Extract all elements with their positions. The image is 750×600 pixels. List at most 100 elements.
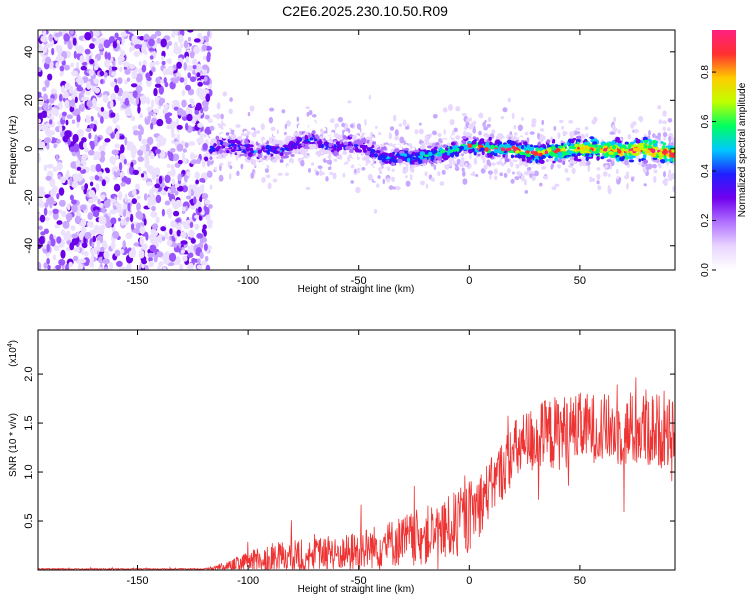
colorbar-tick-label: 0.4 — [700, 164, 711, 178]
spectrogram-track-cell — [544, 150, 549, 155]
spectrogram-noise-cell — [169, 185, 177, 194]
spectrogram-track-cell — [499, 144, 504, 147]
spectrogram-track-cell — [236, 150, 241, 156]
spectrogram-faint-cell — [653, 175, 657, 183]
spectrogram-noise-cell — [143, 193, 148, 201]
spectrogram-track-cell — [489, 144, 495, 150]
spectrogram-noise-cell — [100, 150, 106, 157]
spectrogram-faint-cell — [568, 120, 574, 124]
spectrogram-noise-cell — [100, 194, 106, 200]
spectrogram-noise-cell — [43, 164, 48, 172]
spectrogram-noise-cell — [81, 137, 87, 143]
spectrogram-noise-cell — [118, 191, 123, 201]
spectrogram-noise-cell — [162, 191, 167, 196]
spectrogram-noise-cell — [153, 113, 157, 119]
spectrogram-noise-cell — [170, 164, 175, 171]
spectrogram-track-cell — [669, 157, 674, 162]
spectrogram-track-cell — [593, 141, 598, 145]
spectrogram-faint-cell — [512, 171, 515, 175]
spectrogram-noise-cell — [164, 174, 171, 184]
spectrogram-track-cell — [352, 117, 355, 122]
spectrogram-faint-cell — [667, 172, 673, 179]
spectrogram-noise-cell — [129, 63, 135, 70]
spectrogram-noise-cell — [204, 255, 209, 262]
spectrogram-noise-cell — [102, 94, 109, 103]
spectrogram-noise-cell — [170, 220, 177, 228]
spectrogram-noise-cell — [110, 209, 115, 215]
spectrogram-faint-cell — [368, 94, 372, 100]
spectrogram-track-cell — [543, 145, 547, 150]
spectrogram-track-cell — [266, 153, 271, 157]
spectrogram-track-cell — [454, 151, 458, 157]
spectrogram-track-cell — [279, 143, 283, 148]
spectrogram-track-cell — [459, 145, 465, 150]
spectrogram-track-cell — [267, 151, 270, 155]
spectrogram-noise-cell — [58, 259, 66, 266]
spectrogram-track-cell — [213, 131, 217, 135]
spectrogram-track-cell — [238, 130, 242, 134]
spectrogram-track-cell — [288, 150, 292, 155]
spectrogram-noise-cell — [81, 178, 85, 184]
spectrogram-faint-cell — [229, 97, 233, 102]
spectrogram-track-cell — [449, 146, 453, 150]
spectrogram-noise-cell — [75, 215, 81, 224]
spectrogram-noise-cell — [110, 100, 114, 109]
colorbar-ticks: 0.0 0.2 0.4 0.6 0.8 — [700, 65, 716, 277]
spectrogram-noise-cell — [155, 216, 160, 224]
colorbar-tick-label: 0.8 — [700, 65, 711, 79]
spectrogram-noise-cell — [150, 99, 155, 109]
spectrogram-faint-cell — [557, 132, 561, 140]
spectrogram-noise-cell — [140, 95, 147, 103]
spectrogram-faint-cell — [639, 118, 643, 123]
spectrogram-faint-cell — [327, 159, 332, 166]
colorbar-tick-label: 0.0 — [700, 263, 711, 277]
spectrogram-noise-cell — [131, 198, 137, 205]
spectrogram-faint-cell — [596, 180, 600, 185]
spectrogram-track-cell — [232, 156, 237, 161]
spectrogram-track-cell — [527, 153, 531, 158]
spectrogram-noise-cell — [72, 133, 79, 143]
spectrogram-track-cell — [606, 142, 611, 147]
spectrogram-noise-cell — [58, 187, 65, 196]
spectrogram-noise-cell — [187, 36, 192, 42]
x-tick-label: -50 — [351, 275, 367, 287]
spectrogram-track-cell — [671, 148, 675, 153]
spectrogram-noise-cell — [50, 188, 56, 197]
spectrogram-noise-cell — [78, 104, 83, 111]
spectrogram-track-cell — [209, 156, 213, 160]
spectrogram-faint-cell — [590, 177, 596, 182]
spectrogram-faint-cell — [308, 168, 311, 173]
spectrogram-track-cell — [395, 144, 401, 148]
spectrogram-faint-cell — [469, 117, 472, 122]
spectrogram-track-cell — [647, 145, 653, 149]
spectrogram-faint-cell — [376, 183, 380, 188]
spectrogram-noise-cell — [163, 77, 167, 84]
spectrogram-noise-cell — [154, 183, 161, 189]
spectrogram-noise-cell — [59, 71, 64, 77]
spectrogram-noise-cell — [118, 162, 123, 171]
spectrogram-faint-cell — [648, 129, 651, 136]
spectrogram-noise-cell — [110, 112, 116, 118]
spectrogram-track-cell — [592, 144, 597, 148]
spectrogram-faint-cell — [252, 169, 255, 173]
spectrogram-faint-cell — [414, 129, 419, 135]
spectrogram-faint-cell — [613, 116, 617, 123]
spectrogram-track-cell — [259, 167, 264, 171]
spectrogram-track-cell — [242, 150, 247, 153]
spectrogram-noise-cell — [151, 117, 158, 125]
spectrogram-noise-cell — [39, 196, 43, 204]
spectrogram-track-cell — [584, 141, 588, 146]
spectrogram-track-cell — [357, 129, 361, 134]
spectrogram-track-cell — [209, 141, 215, 146]
spectrogram-noise-cell — [158, 98, 164, 107]
spectrogram-faint-cell — [569, 131, 575, 137]
colorbar-label: Normalized spectral amplitude — [737, 82, 748, 217]
spectrogram-faint-cell — [491, 129, 496, 135]
spectrogram-noise-cell — [143, 149, 150, 156]
spectrogram-track-cell — [353, 140, 358, 145]
spectrogram-faint-cell — [461, 112, 467, 117]
spectrogram-track-cell — [209, 150, 213, 154]
spectrogram-noise-cell — [166, 124, 173, 130]
spectrogram-noise-cell — [172, 30, 176, 36]
spectrogram-faint-cell — [506, 168, 511, 174]
